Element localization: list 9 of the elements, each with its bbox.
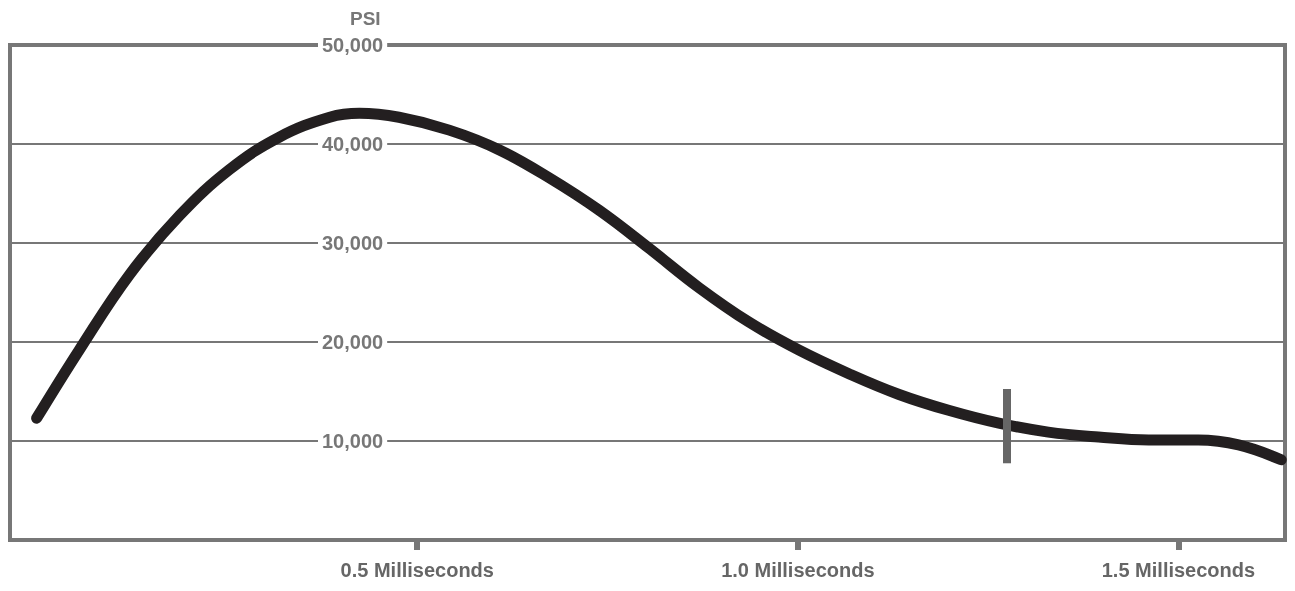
y-tick-label: 50,000 bbox=[322, 34, 384, 56]
y-tick-label: 40,000 bbox=[322, 133, 384, 155]
y-tick-label: 20,000 bbox=[322, 331, 384, 353]
x-tick-label: 0.5 Milliseconds bbox=[340, 559, 494, 581]
x-tick-label: 1.5 Milliseconds bbox=[1101, 559, 1256, 581]
y-axis-title: PSI bbox=[350, 8, 381, 29]
y-tick-label: 10,000 bbox=[322, 430, 384, 452]
x-tick-label: 1.0 Milliseconds bbox=[721, 559, 875, 581]
y-tick-label: 30,000 bbox=[322, 232, 384, 254]
